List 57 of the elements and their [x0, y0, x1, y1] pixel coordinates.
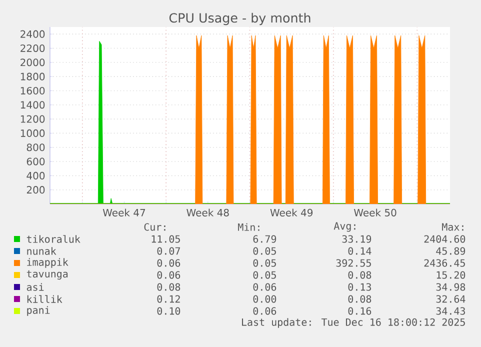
text: 0.06 — [253, 283, 276, 291]
text: 0.14 — [348, 247, 372, 255]
text: 0.06 — [157, 271, 180, 279]
chart-title: CPU Usage - by month — [169, 12, 310, 26]
text: 33.19 — [342, 235, 372, 243]
legend-label: asi — [26, 283, 44, 291]
x-tick-label: Week 49 — [270, 208, 313, 216]
text: 0.08 — [157, 283, 180, 291]
text: 0.10 — [157, 307, 180, 315]
y-tick-label: 1400 — [20, 101, 45, 109]
legend-label: nunak — [27, 247, 56, 255]
text: 32.64 — [436, 295, 466, 303]
text: 0.13 — [348, 283, 371, 291]
text: 34.43 — [436, 307, 465, 315]
text: 0.07 — [157, 247, 180, 255]
text: Avg: — [334, 222, 356, 232]
text: 34.98 — [436, 283, 466, 291]
text: 0.00 — [253, 295, 276, 303]
x-tick-label: Week 47 — [102, 208, 146, 216]
y-tick-label: 200 — [26, 186, 45, 194]
x-tick-label: Week 50 — [354, 208, 396, 216]
legend-label: killik — [27, 295, 62, 303]
legend-label: imappik — [27, 258, 68, 268]
y-tick-label: 1000 — [20, 129, 45, 137]
legend-label: tavunga — [26, 270, 68, 280]
text: 0.06 — [253, 307, 276, 315]
text: 0.08 — [348, 271, 372, 279]
text: 0.08 — [348, 295, 372, 303]
x-tick-label: Week 48 — [186, 208, 229, 216]
legend-label: tikoraluk — [26, 235, 80, 243]
y-tick-label: 800 — [26, 144, 45, 152]
y-tick-label: 600 — [26, 158, 45, 166]
y-tick-label: 1200 — [20, 115, 45, 123]
text: Cur: — [144, 223, 166, 231]
text: 2404.60 — [424, 235, 466, 243]
y-tick-label: 2400 — [20, 30, 45, 38]
text: 0.12 — [157, 295, 180, 303]
y-tick-label: 2200 — [20, 44, 45, 52]
text: Max: — [442, 223, 464, 231]
legend-label: pani — [27, 306, 50, 316]
text: Last update: Tue Dec 16 18:00:12 2025 — [242, 318, 465, 328]
y-tick-label: 1800 — [20, 72, 45, 80]
text: 15.20 — [436, 271, 466, 279]
text: 45.89 — [436, 247, 466, 255]
text: 6.79 — [253, 235, 276, 243]
text: 11.05 — [152, 235, 180, 243]
text: 2436.45 — [424, 259, 465, 267]
y-tick-label: 2000 — [20, 58, 45, 66]
text: 0.05 — [253, 259, 276, 267]
text: 392.55 — [336, 259, 371, 267]
text: 0.05 — [253, 271, 276, 279]
text: Min: — [238, 223, 260, 231]
y-tick-label: 400 — [26, 172, 45, 180]
text: 0.06 — [157, 259, 180, 267]
text: 0.05 — [253, 247, 276, 255]
y-tick-label: 1600 — [20, 86, 45, 95]
text: 0.16 — [348, 307, 372, 315]
